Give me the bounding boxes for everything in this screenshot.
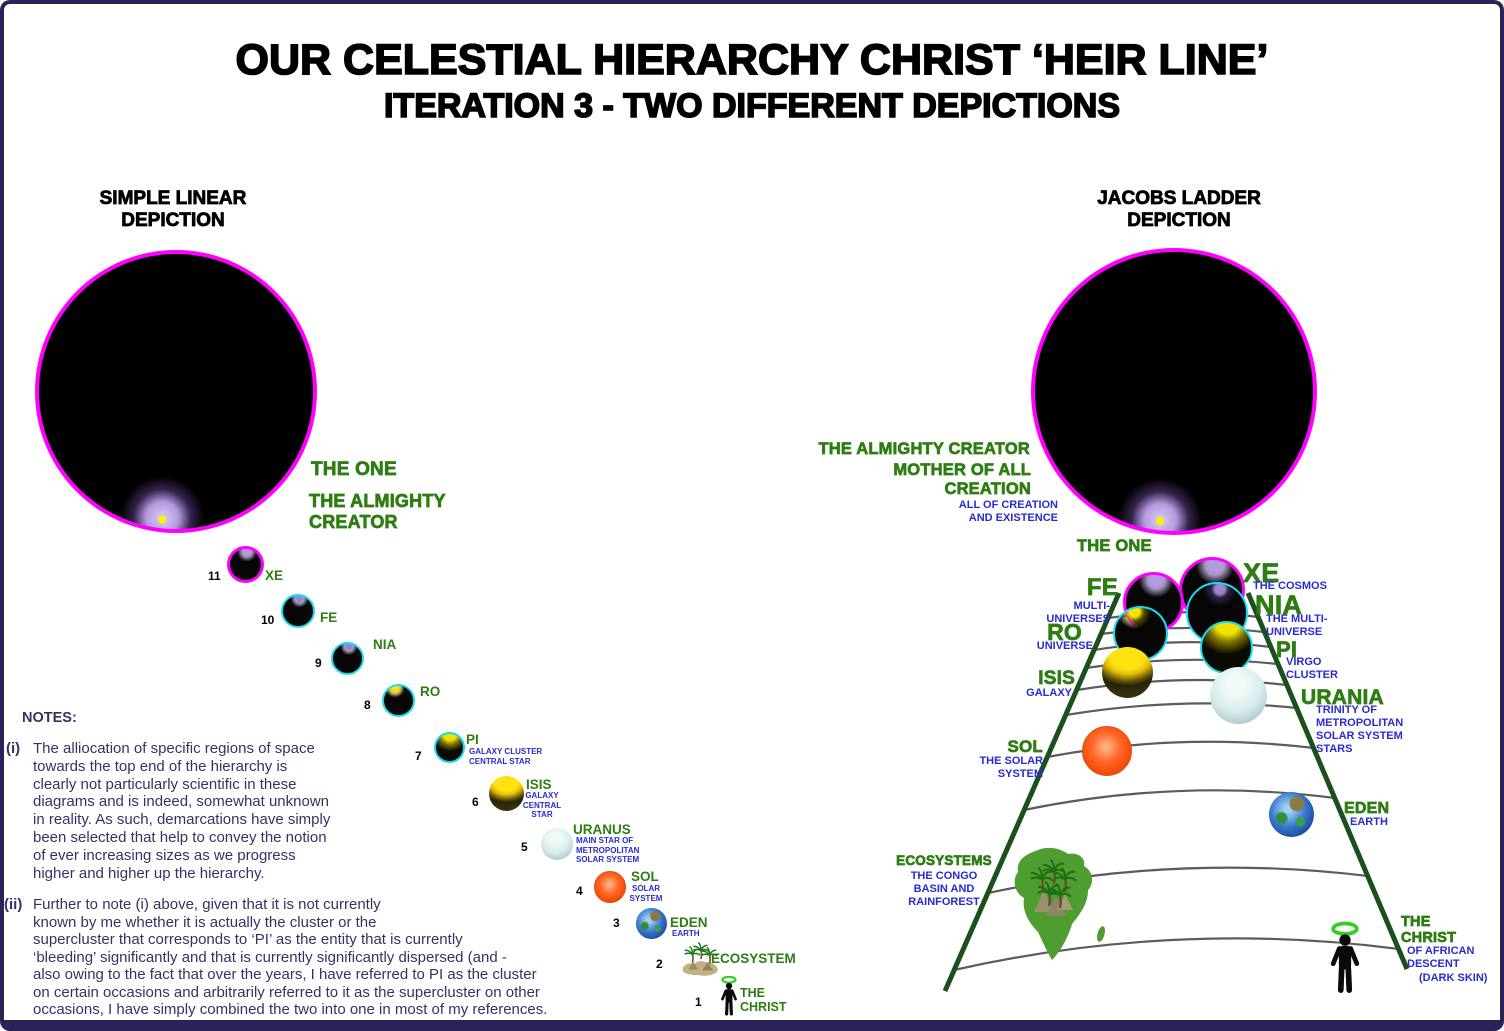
chain-sphere-isis — [489, 776, 524, 811]
ladder-the-one-label: THE ONE — [1077, 537, 1152, 556]
ladder-sphere-isis — [1102, 647, 1153, 698]
chain-label: NIA — [373, 637, 397, 652]
chain-number: 8 — [364, 698, 371, 712]
chain-number: 4 — [576, 884, 583, 898]
note-marker: (ii) — [4, 896, 23, 913]
chain-sphere-nia — [331, 642, 364, 675]
level-label-pi: PI — [1276, 637, 1298, 663]
chain-sphere-eden — [636, 908, 667, 939]
chain-sphere-sol — [594, 871, 626, 903]
chain-sphere-pi — [434, 732, 465, 763]
level-sublabel-eden: EARTH — [1350, 816, 1388, 828]
level-sublabel-christ: OF AFRICAN DESCENT — [1407, 945, 1475, 970]
creator-circle-linear — [35, 250, 317, 533]
chain-number: 11 — [208, 569, 221, 583]
africa-ecosystem-image — [1014, 847, 1105, 960]
level-label-ro: RO — [1047, 619, 1082, 646]
chain-label: FE — [320, 610, 338, 625]
ecosystem-island-image — [682, 941, 719, 976]
level-sublabel-ro: UNIVERSE — [1036, 640, 1093, 652]
chain-label: ISIS — [526, 777, 552, 792]
page-title: OUR CELESTIAL HIERARCHY CHRIST ‘HEIR LIN… — [235, 35, 1269, 85]
ladder-sphere-pi — [1200, 621, 1253, 674]
page-subtitle: ITERATION 3 - TWO DIFFERENT DEPICTIONS — [383, 86, 1121, 126]
linear-the-one-label: THE ONE — [311, 459, 397, 481]
chain-number: 3 — [613, 916, 620, 930]
level-label-christ: THE CHRIST — [1401, 914, 1457, 946]
chain-sphere-uranus — [541, 828, 573, 860]
chain-sublabel: MAIN STAR OF METROPOLITAN SOLAR SYSTEM — [576, 836, 640, 864]
level-sublabel-christ-skin: (DARK SKIN) — [1419, 972, 1488, 984]
linear-creator-label: THE ALMIGHTY CREATOR — [309, 491, 446, 533]
level-label-eden: EDEN — [1344, 800, 1390, 818]
chain-number: 10 — [261, 613, 275, 627]
chain-number: 5 — [521, 840, 528, 854]
ladder-sphere-urania — [1210, 667, 1267, 724]
level-label-urania: URANIA — [1301, 686, 1384, 710]
level-sublabel-xe: THE COSMOS — [1253, 580, 1327, 592]
level-label-xe: XE — [1243, 558, 1280, 589]
chain-sphere-xe — [227, 546, 264, 583]
level-label-fe: FE — [1086, 574, 1119, 602]
linear-heading: SIMPLE LINEAR DEPICTION — [99, 188, 247, 232]
ladder-heading: JACOBS LADDER DEPICTION — [1097, 188, 1261, 232]
chain-label: PI — [466, 732, 479, 747]
chain-label: THE CHRIST — [740, 986, 787, 1014]
chain-label: URANUS — [573, 822, 631, 837]
chain-label: RO — [420, 684, 441, 699]
ladder-creation-sublabel: ALL OF CREATION AND EXISTENCE — [958, 499, 1058, 524]
level-sublabel-sol: THE SOLAR SYSTEM — [979, 755, 1043, 780]
level-label-isis: ISIS — [1038, 668, 1075, 690]
level-label-sol: SOL — [1007, 737, 1043, 757]
chain-label: EDEN — [670, 915, 708, 930]
chain-sphere-fe — [281, 594, 315, 628]
chain-number: 7 — [415, 749, 422, 763]
creator-circle-ladder — [1031, 248, 1317, 535]
note-marker: (i) — [6, 740, 21, 757]
chain-number: 9 — [315, 656, 322, 670]
level-sublabel-fe: MULTI- UNIVERSES — [1046, 600, 1110, 625]
chain-number: 1 — [695, 995, 702, 1009]
level-label-ecosystems: ECOSYSTEMS — [896, 853, 992, 869]
chain-number: 2 — [656, 957, 663, 971]
chain-sphere-ro — [382, 684, 415, 717]
ladder-sphere-eden — [1269, 792, 1314, 837]
chain-label: SOL — [631, 869, 659, 884]
ladder-creator-label: THE ALMIGHTY CREATOR — [818, 440, 1030, 459]
note-text: The alliocation of specific regions of s… — [33, 740, 331, 882]
chain-label: XE — [265, 568, 284, 583]
level-sublabel-pi: VIRGO CLUSTER — [1286, 656, 1338, 681]
chain-sublabel: GALAXY CENTRAL STAR — [522, 791, 562, 819]
chain-sublabel: SOLAR SYSTEM — [629, 884, 663, 903]
chain-number: 6 — [472, 795, 479, 809]
chain-sublabel: EARTH — [672, 929, 700, 938]
christ-figure-ladder — [1330, 921, 1360, 993]
ladder-sphere-sol — [1082, 726, 1132, 776]
level-sublabel-nia: THE MULTI- UNIVERSE — [1266, 613, 1328, 638]
level-sublabel-isis: GALAXY — [1026, 687, 1072, 699]
notes-heading: NOTES: — [22, 710, 77, 726]
level-label-nia: NIA — [1255, 590, 1303, 621]
ladder-mother-label: MOTHER OF ALL CREATION — [893, 461, 1031, 499]
chain-sublabel: GALAXY CLUSTER CENTRAL STAR — [469, 747, 543, 766]
level-sublabel-urania: TRINITY OF METROPOLITAN SOLAR SYSTEM STA… — [1316, 704, 1404, 755]
chain-label: ECOSYSTEM — [711, 951, 796, 966]
christ-figure-linear — [721, 976, 737, 1016]
level-sublabel-ecosystems: THE CONGO BASIN AND RAINFOREST — [908, 870, 980, 908]
note-text: Further to note (i) above, given that it… — [33, 896, 548, 1018]
